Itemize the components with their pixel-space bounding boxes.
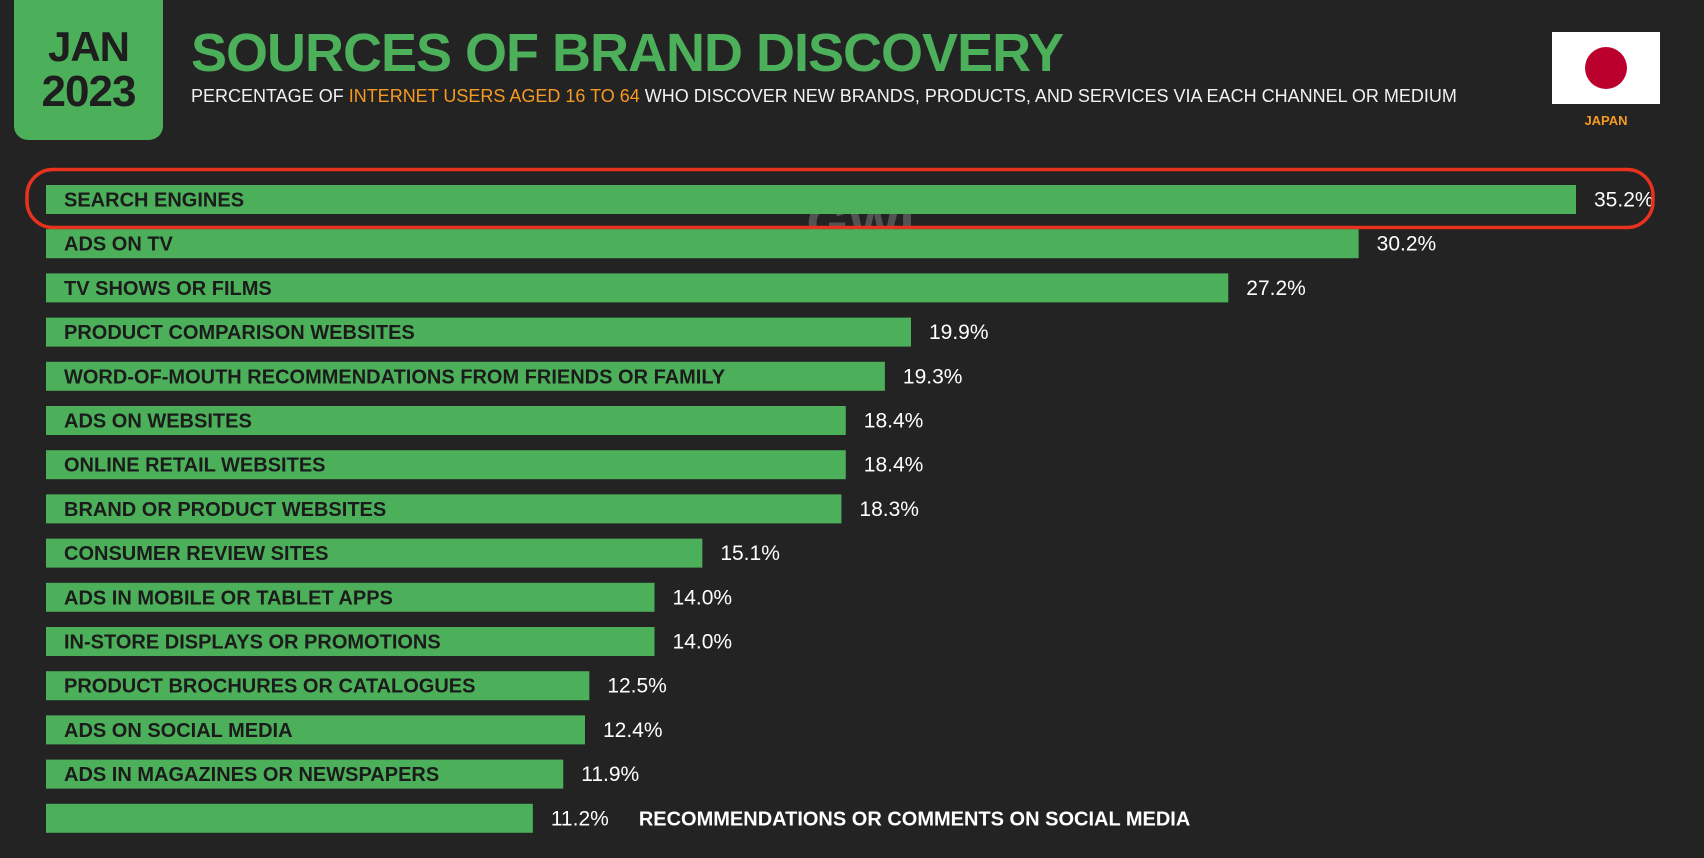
category-label: ADS IN MOBILE OR TABLET APPS (64, 587, 393, 609)
bar-row: 27.2% TV SHOWS OR FILMS (46, 273, 1306, 303)
bar-row: 19.3% WORD-OF-MOUTH RECOMMENDATIONS FROM … (46, 361, 963, 391)
value-label: 18.3% (859, 498, 919, 521)
value-label: 35.2% (1594, 189, 1654, 212)
category-label: PRODUCT COMPARISON WEBSITES (64, 322, 415, 344)
value-label: 12.5% (607, 675, 667, 698)
date-year: 2023 (41, 67, 137, 116)
category-label: ADS IN MAGAZINES OR NEWSPAPERS (64, 764, 439, 786)
bar (46, 538, 703, 568)
bar (46, 317, 911, 347)
bar-row: 19.9% PRODUCT COMPARISON WEBSITES (46, 317, 989, 347)
value-label: 18.4% (864, 410, 924, 433)
date-badge: JAN 2023 (14, 0, 163, 140)
category-label: ADS ON WEBSITES (64, 411, 252, 433)
value-label: 14.0% (673, 631, 733, 654)
category-label: ONLINE RETAIL WEBSITES (64, 455, 326, 477)
flag-sun (1585, 47, 1627, 89)
bar-row: 15.1% CONSUMER REVIEW SITES (46, 538, 780, 568)
bar (46, 671, 590, 701)
flag-country-label: JAPAN (1584, 113, 1628, 128)
date-month: JAN (47, 23, 130, 70)
category-label: ADS ON TV (64, 234, 174, 256)
category-label: SEARCH ENGINES (64, 190, 244, 212)
bar (46, 582, 655, 612)
category-label: WORD-OF-MOUTH RECOMMENDATIONS FROM FRIEN… (64, 366, 726, 388)
page-subtitle: PERCENTAGE OF INTERNET USERS AGED 16 TO … (191, 86, 1457, 107)
bar-row: 35.2% SEARCH ENGINES (46, 185, 1654, 214)
bar (46, 759, 564, 789)
bar (46, 361, 885, 391)
bar (46, 406, 846, 435)
value-label: 30.2% (1377, 233, 1437, 256)
bar-row: 18.4% ADS ON WEBSITES (46, 406, 923, 435)
highlight-outline (25, 167, 1655, 230)
category-label: RECOMMENDATIONS OR COMMENTS ON SOCIAL ME… (639, 808, 1190, 830)
bar-row: 14.0% ADS IN MOBILE OR TABLET APPS (46, 582, 733, 612)
bar-row: 18.3% BRAND OR PRODUCT WEBSITES (46, 494, 919, 524)
subtitle-prefix: PERCENTAGE OF (191, 86, 349, 106)
bar (46, 494, 842, 524)
category-label: TV SHOWS OR FILMS (64, 278, 272, 300)
value-label: 19.3% (903, 365, 963, 388)
subtitle-highlight: INTERNET USERS AGED 16 TO 64 (348, 86, 640, 106)
category-label: BRAND OR PRODUCT WEBSITES (64, 499, 386, 521)
subtitle-suffix: WHO DISCOVER NEW BRANDS, PRODUCTS, AND S… (639, 86, 1457, 106)
value-label: 12.4% (603, 719, 663, 742)
bar-row: 18.4% ONLINE RETAIL WEBSITES (46, 450, 924, 480)
bar-row: 11.2% RECOMMENDATIONS OR COMMENTS ON SOCI… (46, 803, 1190, 833)
page-title: SOURCES OF BRAND DISCOVERY (191, 23, 1064, 83)
value-label: 11.9% (581, 763, 639, 786)
value-label: 27.2% (1246, 277, 1306, 300)
value-label: 14.0% (673, 586, 733, 609)
category-label: ADS ON SOCIAL MEDIA (64, 720, 293, 742)
bar (46, 450, 846, 480)
bar-row: 12.4% ADS ON SOCIAL MEDIA (46, 715, 663, 745)
category-label: CONSUMER REVIEW SITES (64, 543, 328, 565)
value-label: 15.1% (720, 542, 780, 565)
bar (46, 803, 533, 833)
bar (46, 273, 1229, 303)
bar-row: 12.5% PRODUCT BROCHURES OR CATALOGUES (46, 671, 667, 701)
bar (46, 185, 1576, 214)
bar-row: 11.9% ADS IN MAGAZINES OR NEWSPAPERS (46, 759, 639, 789)
bar (46, 627, 655, 656)
value-label: 18.4% (864, 454, 924, 477)
category-label: IN-STORE DISPLAYS OR PROMOTIONS (64, 632, 441, 654)
japan-flag-icon (1552, 32, 1660, 104)
bar (46, 715, 585, 745)
value-label: 19.9% (929, 321, 989, 344)
bar-row: 30.2% ADS ON TV (46, 229, 1437, 259)
value-label: 11.2% (551, 807, 609, 830)
bar (46, 229, 1359, 259)
category-label: PRODUCT BROCHURES OR CATALOGUES (64, 676, 475, 698)
bar-row: 14.0% IN-STORE DISPLAYS OR PROMOTIONS (46, 627, 732, 656)
